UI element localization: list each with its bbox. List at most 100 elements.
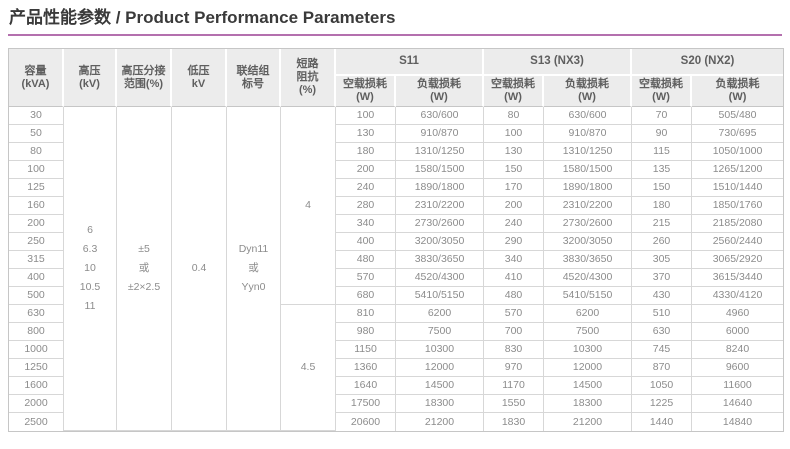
table-body: 30 6 6.3 10 10.5 11 ±5 或 ±2×2.5 0.4 Dyn11 或 Yyn0 4 100…: [9, 107, 784, 431]
s13-load-cell: 4520/4300: [544, 269, 633, 287]
s20-noload-cell: 510: [632, 305, 693, 323]
capacity-header: 容量 (kVA): [9, 49, 64, 107]
s20-noload-cell: 135: [632, 161, 693, 179]
capacity-cell: 630: [9, 305, 64, 323]
capacity-cell: 800: [9, 323, 64, 341]
s20-load-cell: 730/695: [692, 125, 784, 143]
impedance-cell: 4.5: [281, 305, 336, 431]
capacity-cell: 250: [9, 233, 64, 251]
s11-load-cell: 1890/1800: [396, 179, 485, 197]
table-row: 125 240 1890/1800 170 1890/1800 150 1510/1440: [9, 179, 784, 197]
tap-range-cell: ±5 或 ±2×2.5: [117, 107, 172, 431]
table-row: 500 680 5410/5150 480 5410/5150 430 4330/4120: [9, 287, 784, 305]
s13-noload-cell: 1550: [484, 395, 545, 413]
s11-noload-cell: 680: [336, 287, 396, 305]
s11-noload-cell: 20600: [336, 413, 396, 431]
s20-load-cell: 11600: [692, 377, 784, 395]
s13-load-cell: 21200: [544, 413, 633, 431]
table-row: 80 180 1310/1250 130 1310/1250 115 1050/1000: [9, 143, 784, 161]
impedance-cell: 4: [281, 107, 336, 305]
table-row: 50 130 910/870 100 910/870 90 730/695: [9, 125, 784, 143]
s11-noload-cell: 100: [336, 107, 396, 125]
s13-noload-cell: 1170: [484, 377, 545, 395]
page-title: 产品性能参数 / Product Performance Parameters: [9, 8, 396, 27]
impedance-header: 短路 阻抗 (%): [281, 49, 336, 107]
s13-noload-cell: 130: [484, 143, 545, 161]
s20-noload-cell: 70: [632, 107, 693, 125]
s13-load-cell: 1580/1500: [544, 161, 633, 179]
s11-noload-cell: 17500: [336, 395, 396, 413]
lv-voltage-header: 低压 kV: [172, 49, 227, 107]
table-row: 1000 1150 10300 830 10300 745 8240: [9, 341, 784, 359]
s13-load-cell: 910/870: [544, 125, 633, 143]
table-row: 250 400 3200/3050 290 3200/3050 260 2560/2440: [9, 233, 784, 251]
s13-load-cell: 630/600: [544, 107, 633, 125]
s11-noload-cell: 130: [336, 125, 396, 143]
s11-noload-cell: 200: [336, 161, 396, 179]
s20-noload-cell: 215: [632, 215, 693, 233]
s11-load-cell: 18300: [396, 395, 485, 413]
s13-noload-cell: 410: [484, 269, 545, 287]
s13-load-cell: 6200: [544, 305, 633, 323]
s13-noload-cell: 970: [484, 359, 545, 377]
s13-load-cell: 1890/1800: [544, 179, 633, 197]
s11-load-cell: 2730/2600: [396, 215, 485, 233]
s11-load-cell: 4520/4300: [396, 269, 485, 287]
s13-noload-cell: 290: [484, 233, 545, 251]
s20-noload-cell: 180: [632, 197, 693, 215]
table-row: 30 6 6.3 10 10.5 11 ±5 或 ±2×2.5 0.4 Dyn11 或 Yyn0 4 100…: [9, 107, 784, 431]
s20-load-cell: 14840: [692, 413, 784, 431]
s20-load-cell: 4960: [692, 305, 784, 323]
noload-loss-header: 空载损耗 (W): [484, 76, 545, 107]
s20-noload-cell: 115: [632, 143, 693, 161]
s13-noload-cell: 240: [484, 215, 545, 233]
table-row: 400 570 4520/4300 410 4520/4300 370 3615/3440: [9, 269, 784, 287]
s13-load-cell: 18300: [544, 395, 633, 413]
s13-load-cell: 12000: [544, 359, 633, 377]
s11-noload-cell: 810: [336, 305, 396, 323]
s20-noload-cell: 1050: [632, 377, 693, 395]
s20-load-cell: 1050/1000: [692, 143, 784, 161]
s11-load-cell: 5410/5150: [396, 287, 485, 305]
load-loss-header: 负载损耗 (W): [692, 76, 784, 107]
s11-load-cell: 2310/2200: [396, 197, 485, 215]
s13-noload-cell: 150: [484, 161, 545, 179]
s13-load-cell: 2730/2600: [544, 215, 633, 233]
capacity-cell: 200: [9, 215, 64, 233]
s11-load-cell: 7500: [396, 323, 485, 341]
s11-load-cell: 630/600: [396, 107, 485, 125]
s20-load-cell: 2560/2440: [692, 233, 784, 251]
table-row: 800 980 7500 700 7500 630 6000: [9, 323, 784, 341]
s20-load-cell: 9600: [692, 359, 784, 377]
s20-noload-cell: 1440: [632, 413, 693, 431]
s11-noload-cell: 980: [336, 323, 396, 341]
s11-noload-cell: 480: [336, 251, 396, 269]
table-row: 315 480 3830/3650 340 3830/3650 305 3065/2920: [9, 251, 784, 269]
s13-noload-cell: 570: [484, 305, 545, 323]
s11-load-cell: 3200/3050: [396, 233, 485, 251]
s20-load-cell: 8240: [692, 341, 784, 359]
s13-load-cell: 5410/5150: [544, 287, 633, 305]
s11-noload-cell: 1360: [336, 359, 396, 377]
s13-load-cell: 3200/3050: [544, 233, 633, 251]
s20-load-cell: 14640: [692, 395, 784, 413]
s11-noload-cell: 1150: [336, 341, 396, 359]
capacity-cell: 1250: [9, 359, 64, 377]
s11-load-cell: 10300: [396, 341, 485, 359]
s13-noload-cell: 100: [484, 125, 545, 143]
s20-noload-cell: 150: [632, 179, 693, 197]
s20-load-cell: 6000: [692, 323, 784, 341]
s11-load-cell: 14500: [396, 377, 485, 395]
s13-noload-cell: 480: [484, 287, 545, 305]
s20-load-cell: 1850/1760: [692, 197, 784, 215]
capacity-cell: 80: [9, 143, 64, 161]
capacity-cell: 400: [9, 269, 64, 287]
s13-noload-cell: 80: [484, 107, 545, 125]
s20-noload-cell: 90: [632, 125, 693, 143]
vector-group-cell: Dyn11 或 Yyn0: [227, 107, 281, 431]
table-row: 100 200 1580/1500 150 1580/1500 135 1265/1200: [9, 161, 784, 179]
s13-load-cell: 3830/3650: [544, 251, 633, 269]
table-head: 容量 (kVA) 高压 (kV) 高压分接 范围(%) 低压 kV 联结组 标号 短路 阻抗 (%) S1…: [9, 49, 784, 107]
capacity-cell: 500: [9, 287, 64, 305]
s11-load-cell: 21200: [396, 413, 485, 431]
